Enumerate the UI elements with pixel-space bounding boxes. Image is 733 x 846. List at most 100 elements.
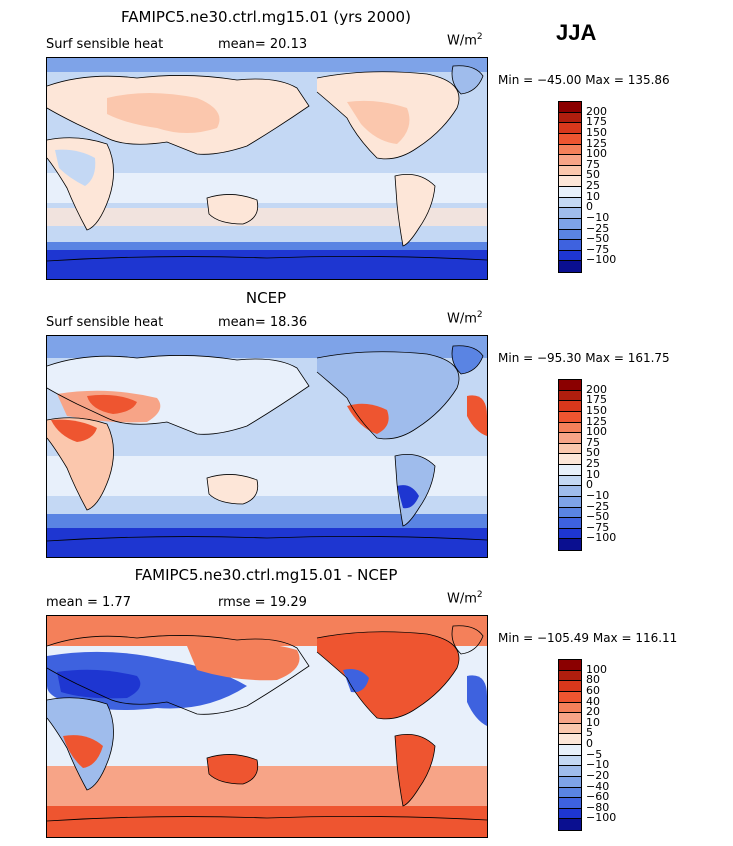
colorbar-tick-label: 10 <box>586 715 600 729</box>
colorbar-segment <box>559 787 581 799</box>
colorbar-segment <box>559 798 581 809</box>
colorbar-segment <box>559 539 581 550</box>
colorbar-tick-label: −100 <box>586 253 617 267</box>
colorbar-segment <box>559 475 581 487</box>
colorbar-segment <box>559 713 581 724</box>
colorbar-tick-label: 0 <box>586 737 593 750</box>
colorbar-segment <box>559 507 581 519</box>
colorbar-tick-label: 75 <box>586 157 600 171</box>
panel-2-minmax: Min = −95.30 Max = 161.75 <box>498 351 670 365</box>
panel-3-mean-label: mean = 1.77 <box>46 595 131 610</box>
colorbar-tick-label: −10 <box>586 210 610 224</box>
colorbar-tick-label: 100 <box>586 147 607 161</box>
colorbar-tick-label: 150 <box>586 125 607 139</box>
panel-2-mean-label: mean= 18.36 <box>218 315 308 330</box>
panel-1-title: FAMIPC5.ne30.ctrl.mg15.01 (yrs 2000) <box>121 8 411 26</box>
colorbar-segment <box>559 528 581 540</box>
colorbar-segment <box>559 723 581 735</box>
colorbar-segment <box>559 766 581 777</box>
colorbar-segment <box>559 401 581 412</box>
colorbar-segment <box>559 776 581 788</box>
colorbar-tick-label: 200 <box>586 104 607 118</box>
colorbar-segment <box>559 240 581 251</box>
colorbar-tick-label: −75 <box>586 520 610 534</box>
panel-3-map <box>46 615 488 838</box>
colorbar-segment <box>559 218 581 230</box>
panel-3-units: W/m2 <box>447 590 483 607</box>
panel-3-title: FAMIPC5.ne30.ctrl.mg15.01 - NCEP <box>134 566 398 584</box>
colorbar-tick-label: 50 <box>586 168 600 182</box>
colorbar-tick-label: −60 <box>586 790 610 804</box>
colorbar-segment <box>559 133 581 145</box>
colorbar-segment <box>559 165 581 177</box>
colorbar-segment <box>559 486 581 497</box>
colorbar-tick-label: 0 <box>586 200 593 214</box>
colorbar-tick-label: 50 <box>586 446 600 460</box>
panel-3-map-svg <box>47 616 487 837</box>
colorbar-segment <box>559 734 581 745</box>
panel-2-map <box>46 335 488 558</box>
colorbar-tick-label: −10 <box>586 758 610 772</box>
colorbar-tick-label: 60 <box>586 683 600 697</box>
colorbar-tick-label: 10 <box>586 189 600 203</box>
colorbar-segment <box>559 390 581 402</box>
colorbar-segment <box>559 197 581 209</box>
colorbar-segment <box>559 380 581 391</box>
panel-1-units: W/m2 <box>447 32 483 49</box>
colorbar-tick-label: −75 <box>586 242 610 256</box>
panel-2-title: NCEP <box>245 289 287 307</box>
panel-2-map-svg <box>47 336 487 557</box>
colorbar-tick-label: −100 <box>586 811 617 825</box>
colorbar-segment <box>559 144 581 156</box>
colorbar-tick-label: 5 <box>586 726 593 740</box>
colorbar-segment <box>559 422 581 434</box>
panel-1-mean-label: mean= 20.13 <box>218 37 308 52</box>
colorbar-tick-label: 125 <box>586 136 607 150</box>
panel-1-map <box>46 57 488 280</box>
colorbar-tick-label: 150 <box>586 403 607 417</box>
colorbar-tick-label: −25 <box>586 499 610 513</box>
colorbar-segment <box>559 670 581 682</box>
season-label: JJA <box>556 20 597 45</box>
colorbar-tick-label: 80 <box>586 673 600 687</box>
colorbar-segment <box>559 745 581 756</box>
colorbar-segment <box>559 123 581 134</box>
colorbar-tick-label: 100 <box>586 425 607 439</box>
colorbar-tick-label: −40 <box>586 779 610 793</box>
colorbar-segment <box>559 208 581 219</box>
panel-1-map-svg <box>47 58 487 279</box>
panel-1-minmax: Min = −45.00 Max = 135.86 <box>498 73 670 87</box>
colorbar-segment <box>559 261 581 272</box>
colorbar-tick-label: 75 <box>586 435 600 449</box>
colorbar-tick-label: 40 <box>586 694 600 708</box>
colorbar-segment <box>559 518 581 529</box>
colorbar-tick-label: 25 <box>586 179 600 192</box>
colorbar-tick-label: 20 <box>586 705 600 719</box>
colorbar-tick-label: −80 <box>586 800 610 814</box>
panel-2-colorbar <box>558 379 582 551</box>
colorbar-segment <box>559 187 581 198</box>
colorbar-segment <box>559 443 581 455</box>
colorbar-tick-label: 10 <box>586 467 600 481</box>
colorbar-segment <box>559 808 581 820</box>
colorbar-tick-label: −5 <box>586 747 603 761</box>
colorbar-segment <box>559 681 581 692</box>
colorbar-tick-label: 200 <box>586 382 607 396</box>
colorbar-segment <box>559 496 581 508</box>
panel-3-minmax: Min = −105.49 Max = 116.11 <box>498 631 678 645</box>
panel-3-colorbar <box>558 659 582 831</box>
colorbar-segment <box>559 112 581 124</box>
colorbar-segment <box>559 702 581 714</box>
colorbar-tick-label: −10 <box>586 488 610 502</box>
colorbar-segment <box>559 755 581 767</box>
colorbar-segment <box>559 250 581 262</box>
colorbar-tick-label: 0 <box>586 478 593 492</box>
colorbar-segment <box>559 454 581 465</box>
colorbar-segment <box>559 411 581 423</box>
panel-2-units: W/m2 <box>447 310 483 327</box>
colorbar-segment <box>559 433 581 444</box>
colorbar-tick-label: 175 <box>586 115 607 129</box>
colorbar-segment <box>559 102 581 113</box>
colorbar-segment <box>559 176 581 187</box>
colorbar-segment <box>559 155 581 166</box>
